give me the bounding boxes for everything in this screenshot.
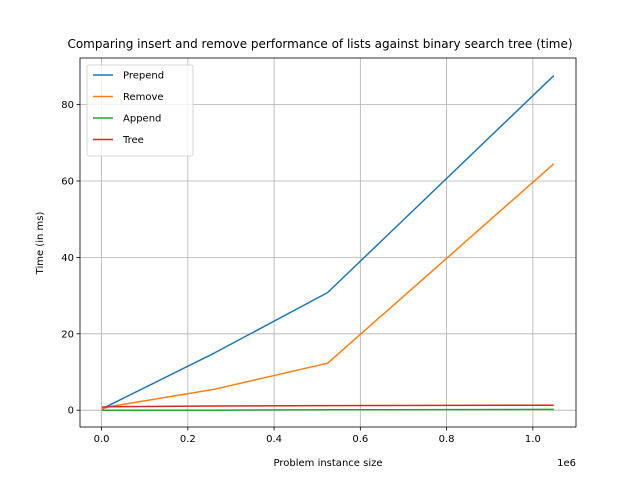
series-line-append bbox=[102, 408, 554, 411]
y-tick-label: 40 bbox=[61, 253, 74, 264]
y-axis-label: Time (in ms) bbox=[35, 212, 46, 276]
legend-box bbox=[86, 64, 194, 157]
legend: Prepend Remove Append Tree bbox=[86, 64, 194, 157]
x-tick-label: 0.6 bbox=[352, 434, 368, 445]
series-line-tree bbox=[101, 404, 554, 408]
legend-label-tree: Tree bbox=[122, 135, 144, 146]
y-tick-label: 20 bbox=[61, 329, 74, 340]
x-tick-label: 0.0 bbox=[94, 434, 110, 445]
legend-label-append: Append bbox=[123, 114, 161, 125]
legend-label-remove: Remove bbox=[123, 92, 164, 103]
y-tick-label: 0 bbox=[68, 406, 74, 417]
x-tick-label: 1.0 bbox=[525, 434, 541, 445]
y-tick-label: 80 bbox=[61, 100, 74, 111]
axis-ticks: 0.0 0.2 0.4 0.6 0.8 1.0 0 20 40 60 80 bbox=[61, 100, 541, 445]
plot-frame bbox=[79, 57, 577, 428]
legend-label-prepend: Prepend bbox=[123, 71, 164, 82]
x-tick-label: 0.2 bbox=[180, 434, 196, 445]
x-axis-offset-label: 1e6 bbox=[557, 458, 576, 469]
x-tick-label: 0.4 bbox=[266, 434, 282, 445]
series-lines bbox=[101, 75, 555, 411]
x-axis-label: Problem instance size bbox=[274, 458, 383, 469]
x-tick-label: 0.8 bbox=[439, 434, 455, 445]
grid bbox=[80, 58, 576, 427]
y-tick-label: 60 bbox=[61, 177, 74, 188]
chart-title: Comparing insert and remove performance … bbox=[67, 37, 572, 51]
